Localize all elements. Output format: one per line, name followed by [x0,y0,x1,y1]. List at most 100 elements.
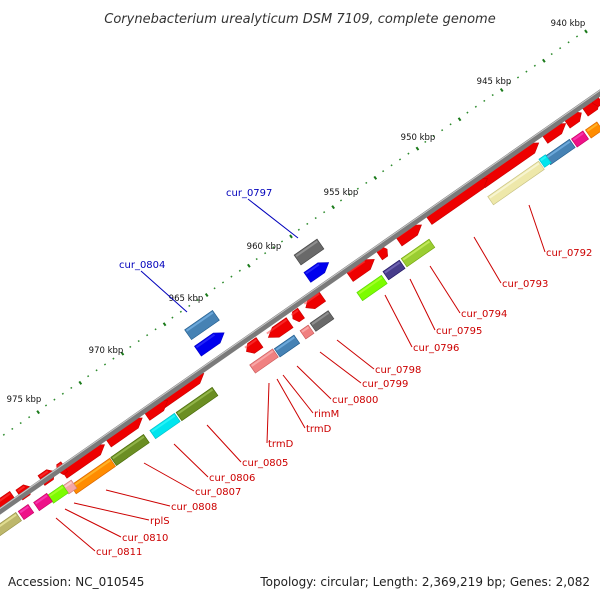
scale-minor-tick [323,211,326,214]
gene-arrow [477,142,540,189]
gene-arrow [303,262,330,283]
scale-minor-tick [407,152,410,155]
gene-label: cur_0807 [195,487,241,498]
kbp-scale-label: 940 kbp [551,19,586,29]
scale-minor-tick [28,416,31,419]
scale-major-tick [162,322,167,327]
gene-label: trmD [268,439,294,450]
scale-minor-tick [11,427,14,430]
kbp-scale-label: 975 kbp [7,395,42,405]
feature-bar [570,130,590,148]
label-leader-line [247,198,299,239]
feature-bar [400,238,436,268]
label-leader-line [276,378,306,429]
scale-minor-tick [2,433,5,436]
scale-minor-tick [365,181,368,184]
feature-bar [70,457,116,495]
scale-minor-tick [196,298,199,302]
label-leader-line [266,382,270,444]
scale-minor-tick [171,316,174,319]
label-leader-line [73,502,150,521]
gene-label: cur_0796 [413,343,459,354]
gene-label: cur_0805 [242,458,288,469]
scale-minor-tick [474,105,477,108]
gene-label: cur_0794 [461,309,507,320]
gene-label: cur_0793 [502,279,548,290]
feature-tracks [0,93,600,536]
scale-minor-tick [297,228,300,231]
gene-label: cur_0795 [436,326,482,337]
feature-bar [356,274,388,302]
scale-minor-tick [575,35,579,38]
label-leader-line [105,489,171,507]
scale-major-tick [289,234,293,239]
scale-major-tick [36,410,40,415]
scale-minor-tick [53,398,56,401]
feature-bar [17,504,35,520]
scale-minor-tick [280,240,284,243]
feature-bar [584,121,600,139]
gene-label: cur_0804 [119,260,165,271]
scale-minor-tick [441,129,444,132]
scale-minor-tick [264,252,267,255]
label-leader-line [206,424,242,463]
scale-minor-tick [103,363,107,366]
kbp-scale-label: 945 kbp [477,77,512,87]
gene-label: rplS [150,516,170,527]
scale-minor-tick [449,123,452,126]
scale-minor-tick [112,357,115,360]
scale-minor-tick [424,140,427,143]
scale-major-tick [415,146,420,151]
map-title: Corynebacterium urealyticum DSM 7109, co… [104,12,495,27]
scale-minor-tick [348,193,351,196]
feature-bar [184,309,220,341]
scale-minor-tick [61,392,64,395]
kbp-scale-label: 965 kbp [169,294,204,304]
scale-minor-tick [19,421,22,425]
kbp-scale: 940 kbp 945 kbp 950 kbp 955 kbp 960 kbp 965 k… [2,19,588,436]
scale-minor-tick [179,310,182,313]
scale-minor-tick [533,64,536,67]
label-leader-line [429,265,461,314]
scale-major-tick [542,58,546,63]
label-leader-line [528,204,546,253]
scale-major-tick [204,292,209,298]
scale-minor-tick [87,375,90,378]
scale-minor-tick [255,257,258,261]
scale-minor-tick [567,41,570,44]
kbp-scale-label: 960 kbp [247,242,282,252]
feature-bar [273,334,301,358]
scale-major-tick [247,263,251,268]
scale-minor-tick [146,334,149,337]
gene-label: cur_0800 [332,395,378,406]
scale-minor-tick [272,246,275,249]
feature-bar [0,512,22,536]
scale-major-tick [120,351,125,356]
scale-minor-tick [356,187,359,190]
feature-bar [299,324,315,340]
gene-label: trmD [306,424,332,435]
scale-major-tick [457,117,462,122]
scale-minor-tick [44,404,48,407]
scale-major-tick [331,205,335,210]
scale-major-tick [584,29,588,34]
scale-minor-tick [550,52,553,56]
scale-minor-tick [508,82,511,85]
label-leader-line [319,351,362,384]
feature-bar [110,434,150,466]
scale-minor-tick [466,111,469,114]
feature-bar [382,259,406,281]
scale-minor-tick [382,170,385,173]
feature-bar [538,154,552,168]
scale-minor-tick [238,269,241,272]
scale-major-tick [373,175,378,180]
gene-arrow [244,337,264,354]
summary-text: Topology: circular; Length: 2,369,219 bp… [259,575,590,589]
scale-minor-tick [137,339,140,343]
scale-minor-tick [230,275,233,278]
scale-minor-tick [129,345,132,348]
scale-minor-tick [221,281,225,284]
gene-arrow [194,332,225,357]
feature-bar [249,348,279,374]
